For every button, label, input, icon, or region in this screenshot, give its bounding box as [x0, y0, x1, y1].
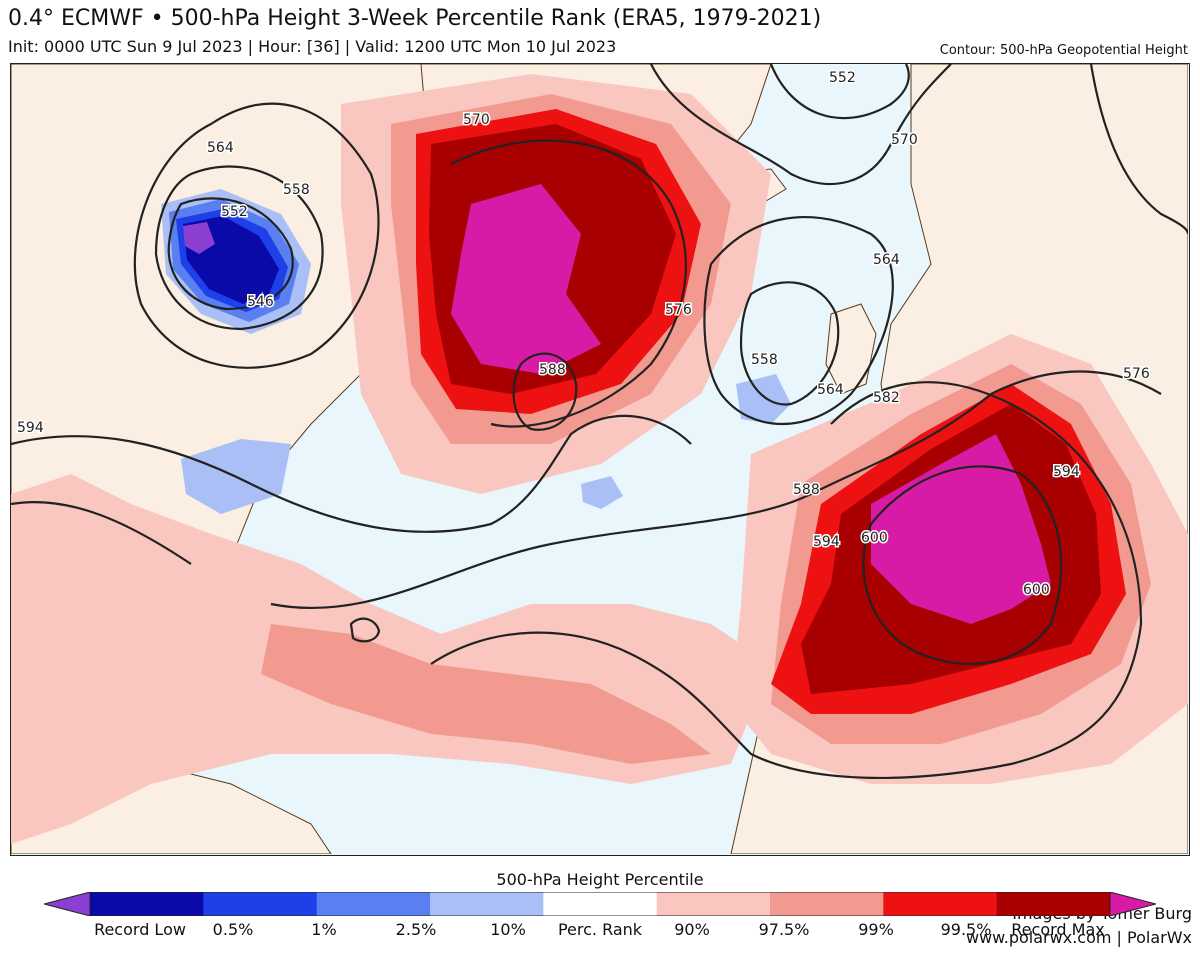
- anomaly-ridge-atlantic: [341, 74, 771, 494]
- contour-label: 576: [1123, 366, 1150, 382]
- contour-label: 600: [1023, 582, 1050, 598]
- contour-label: 546: [247, 294, 274, 310]
- colorbar-labels: Record Low 0.5% 1% 2.5% 10% Perc. Rank 9…: [0, 920, 1200, 944]
- colorbar-label: 2.5%: [395, 920, 437, 939]
- colorbar-label: 10%: [490, 920, 526, 939]
- contour-label: 552: [829, 70, 856, 86]
- contour-label: 570: [463, 112, 490, 128]
- colorbar-segment: [316, 892, 431, 916]
- contour-label-group: 564 558 552 546 570 588 576 552 570 564 …: [16, 69, 1152, 600]
- contour-label: 594: [17, 420, 44, 436]
- contour-label: 564: [873, 252, 900, 268]
- contour-label: 594: [813, 534, 840, 550]
- colorbar-label: 0.5%: [212, 920, 254, 939]
- colorbar-segment: [203, 892, 318, 916]
- map-subtitle: Init: 0000 UTC Sun 9 Jul 2023 | Hour: [3…: [8, 37, 617, 56]
- colorbar-title: 500-hPa Height Percentile: [496, 870, 704, 889]
- anomaly-subtropical-band: [11, 474, 771, 844]
- anomaly-ridge-europe: [731, 334, 1188, 784]
- colorbar-label: 90%: [674, 920, 710, 939]
- colorbar-label: 99.5%: [940, 920, 992, 939]
- colorbar-segment: [656, 892, 771, 916]
- contour-label: 558: [283, 182, 310, 198]
- contour-label: 564: [207, 140, 234, 156]
- colorbar-segment-record-low: [44, 892, 91, 916]
- height-contours: [11, 64, 1188, 780]
- contour-label: 558: [751, 352, 778, 368]
- colorbar-label: Record Low: [94, 920, 186, 939]
- credit-website: www.polarwx.com | PolarWx: [965, 928, 1192, 947]
- colorbar-label: 99%: [858, 920, 894, 939]
- contour-label: 600: [861, 530, 888, 546]
- contour-label: 570: [891, 132, 918, 148]
- colorbar-segment: [430, 892, 544, 916]
- colorbar-segment: [996, 892, 1111, 916]
- colorbar-label: 1%: [311, 920, 337, 939]
- colorbar-label: 97.5%: [758, 920, 810, 939]
- colorbar-segments: [44, 892, 1156, 916]
- colorbar-segment: [883, 892, 998, 916]
- map-panel: 564 558 552 546 570 588 576 552 570 564 …: [10, 63, 1190, 856]
- contour-label: 588: [539, 362, 566, 378]
- map-canvas: 564 558 552 546 570 588 576 552 570 564 …: [11, 64, 1188, 854]
- colorbar: [44, 892, 1156, 916]
- contour-label: 594: [1053, 464, 1080, 480]
- map-title: 0.4° ECMWF • 500-hPa Height 3-Week Perce…: [8, 6, 822, 31]
- colorbar-segment-record-max: [1109, 892, 1156, 916]
- colorbar-segment: [770, 892, 884, 916]
- colorbar-segment: [90, 892, 204, 916]
- contour-label: 564: [817, 382, 844, 398]
- contour-label: 552: [221, 204, 248, 220]
- contour-label: 582: [873, 390, 900, 406]
- colorbar-label: Perc. Rank: [557, 920, 643, 939]
- colorbar-segment: [543, 892, 658, 916]
- contour-label: 588: [793, 482, 820, 498]
- colorbar-label: Record Max: [1011, 920, 1105, 939]
- contour-note: Contour: 500-hPa Geopotential Height: [939, 43, 1188, 58]
- contour-label: 576: [665, 302, 692, 318]
